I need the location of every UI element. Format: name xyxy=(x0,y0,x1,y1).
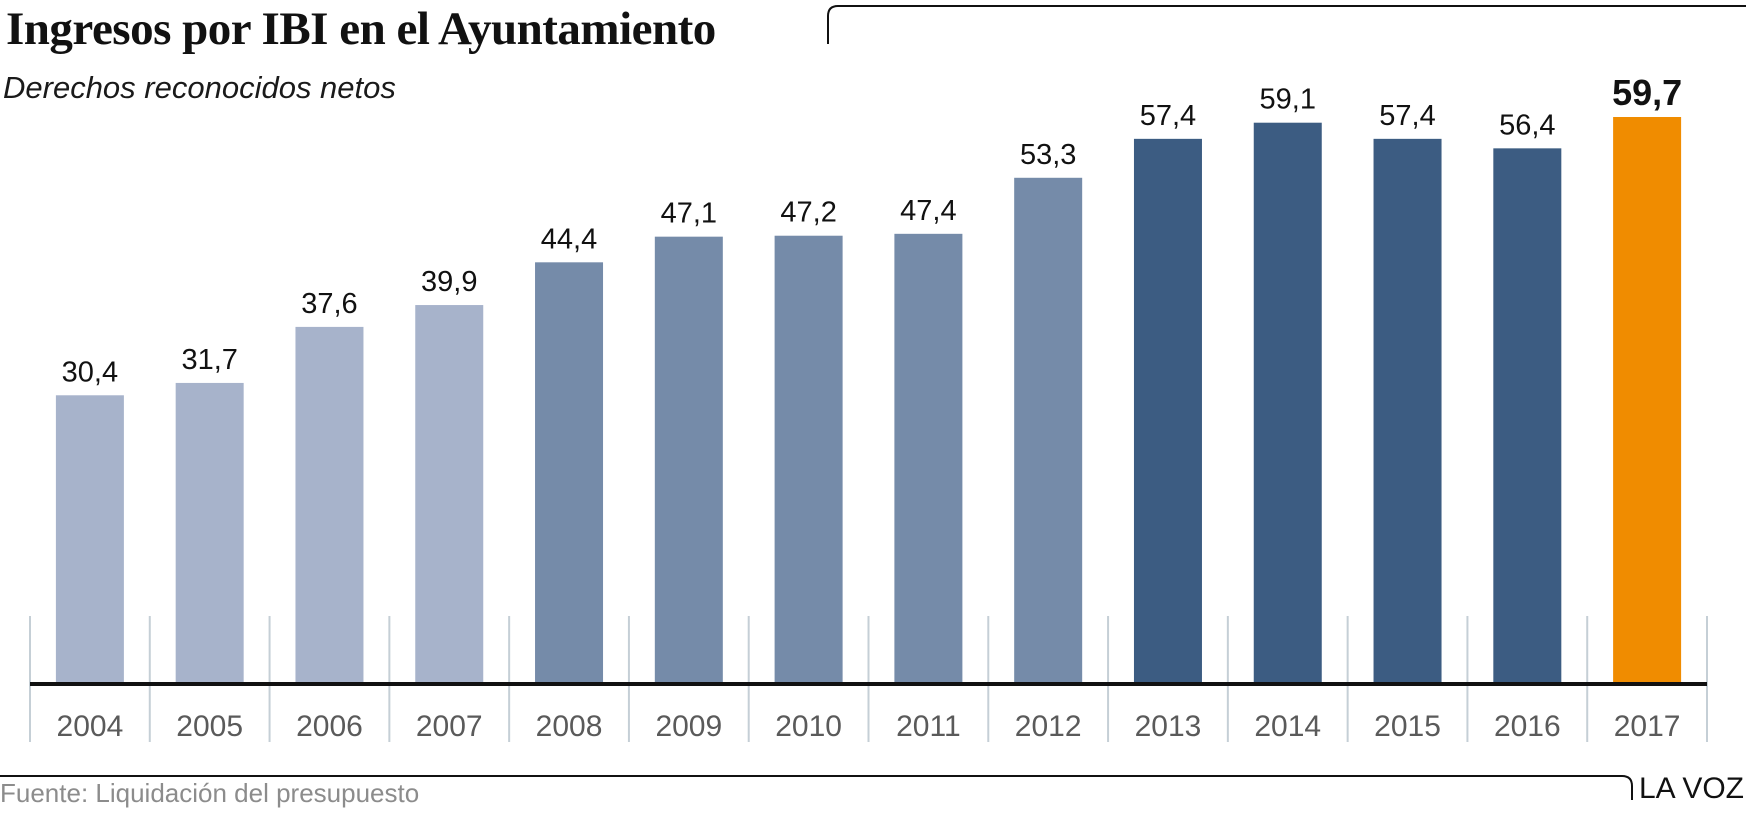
bar-2009 xyxy=(654,236,723,684)
title-frame-line xyxy=(827,5,1746,44)
bar-2010 xyxy=(774,235,843,684)
category-label-2013: 2013 xyxy=(1135,710,1202,743)
value-label-2016: 56,4 xyxy=(1499,109,1555,141)
category-label-2011: 2011 xyxy=(896,710,961,743)
bar-2014 xyxy=(1253,122,1322,685)
bar-2011 xyxy=(894,233,963,684)
category-label-2015: 2015 xyxy=(1374,710,1441,743)
value-label-2007: 39,9 xyxy=(421,266,477,298)
bar-2016 xyxy=(1493,148,1562,685)
chart-subtitle: Derechos reconocidos netos xyxy=(3,70,396,105)
category-label-2009: 2009 xyxy=(655,710,722,743)
category-label-2016: 2016 xyxy=(1494,710,1561,743)
source-note: Fuente: Liquidación del presupuesto xyxy=(0,778,420,808)
category-label-2010: 2010 xyxy=(775,710,842,743)
value-label-2011: 47,4 xyxy=(900,195,956,227)
bar-2007 xyxy=(415,305,484,684)
category-label-2004: 2004 xyxy=(57,710,124,743)
bar-2015 xyxy=(1373,138,1442,684)
bars xyxy=(55,117,1682,685)
category-label-2007: 2007 xyxy=(416,710,483,743)
value-label-2013: 57,4 xyxy=(1140,100,1196,132)
category-label-2005: 2005 xyxy=(176,710,243,743)
brand-logo-text: LA VOZ xyxy=(1638,772,1744,805)
value-labels: 30,4 31,7 37,6 39,9 44,4 47,1 47,2 47,4 53,3 57,4… xyxy=(62,72,1682,388)
value-label-2009: 47,1 xyxy=(661,198,717,230)
value-label-2014: 59,1 xyxy=(1260,84,1316,116)
bar-2012 xyxy=(1014,177,1083,684)
value-label-2017: 59,7 xyxy=(1612,72,1682,113)
category-label-2014: 2014 xyxy=(1254,710,1321,743)
category-dividers xyxy=(29,616,1708,742)
bar-2006 xyxy=(295,326,364,684)
category-labels: 2004 2005 2006 2007 2008 2009 2010 2011 2012 2013… xyxy=(57,710,1681,743)
value-label-2004: 30,4 xyxy=(62,356,118,388)
chart-title: Ingresos por IBI en el Ayuntamiento xyxy=(6,3,716,55)
category-label-2017: 2017 xyxy=(1614,710,1681,743)
value-label-2010: 47,2 xyxy=(780,197,836,229)
category-label-2008: 2008 xyxy=(536,710,603,743)
bar-2004 xyxy=(55,395,124,684)
bar-2017 xyxy=(1613,117,1682,684)
value-label-2012: 53,3 xyxy=(1020,139,1076,171)
bar-2005 xyxy=(175,382,244,684)
value-label-2005: 31,7 xyxy=(181,344,237,376)
footer-frame-line xyxy=(0,775,1633,800)
category-label-2006: 2006 xyxy=(296,710,363,743)
value-label-2008: 44,4 xyxy=(541,223,597,255)
bar-2008 xyxy=(535,262,604,684)
bar-2013 xyxy=(1133,138,1202,684)
value-label-2006: 37,6 xyxy=(301,288,357,320)
value-label-2015: 57,4 xyxy=(1379,100,1435,132)
category-label-2012: 2012 xyxy=(1015,710,1082,743)
